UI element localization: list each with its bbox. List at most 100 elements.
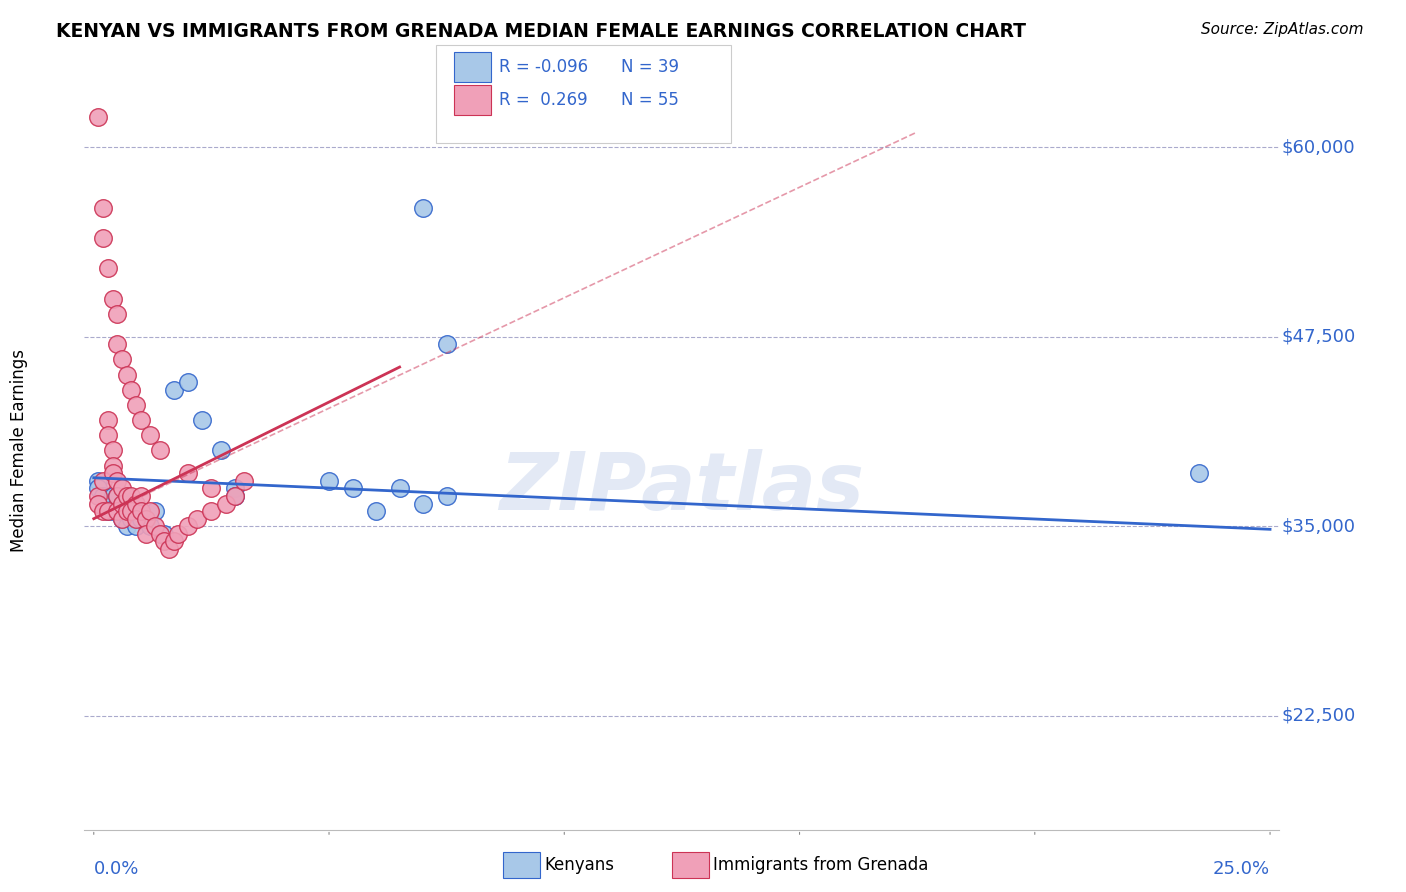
Point [120, 489, 142, 503]
Point [125, 398, 148, 412]
Point [200, 504, 222, 518]
Point [177, 466, 200, 480]
Point [91, 474, 114, 488]
Point [224, 482, 246, 496]
Point [120, 496, 142, 510]
Text: R =  0.269: R = 0.269 [499, 91, 588, 109]
Point [115, 489, 138, 503]
Point [233, 474, 256, 488]
Point [105, 307, 128, 321]
Point [101, 443, 124, 458]
Point [111, 482, 134, 496]
Point [87, 489, 110, 503]
Point [91, 201, 114, 215]
Point [87, 110, 110, 124]
Point [91, 231, 114, 245]
Point [191, 413, 214, 427]
Point [87, 474, 110, 488]
Text: $35,000: $35,000 [1282, 517, 1355, 535]
Point [97, 413, 120, 427]
Text: 25.0%: 25.0% [1213, 860, 1270, 878]
Point [129, 504, 152, 518]
Point [163, 383, 186, 397]
Point [120, 383, 142, 397]
Text: Immigrants from Grenada: Immigrants from Grenada [713, 856, 928, 874]
Point [129, 413, 152, 427]
Point [153, 534, 176, 549]
Point [101, 292, 124, 306]
Point [143, 504, 166, 518]
Point [436, 337, 458, 351]
Text: R = -0.096: R = -0.096 [499, 58, 588, 76]
Point [318, 474, 340, 488]
Point [115, 519, 138, 533]
Point [412, 496, 434, 510]
Text: N = 39: N = 39 [621, 58, 679, 76]
Text: Kenyans: Kenyans [544, 856, 614, 874]
Point [115, 368, 138, 382]
Point [412, 201, 434, 215]
Point [97, 504, 120, 518]
Text: 0.0%: 0.0% [94, 860, 139, 878]
Point [342, 482, 364, 496]
Point [139, 428, 162, 442]
Point [209, 443, 232, 458]
Point [157, 541, 180, 557]
Point [129, 489, 152, 503]
Point [91, 489, 114, 503]
Point [97, 504, 120, 518]
Point [177, 375, 200, 389]
Point [91, 504, 114, 518]
Point [224, 489, 246, 503]
Text: N = 55: N = 55 [621, 91, 679, 109]
Point [163, 534, 186, 549]
Point [97, 428, 120, 442]
Point [125, 519, 148, 533]
Point [115, 504, 138, 518]
Text: $47,500: $47,500 [1282, 327, 1357, 346]
Point [101, 466, 124, 480]
Point [105, 504, 128, 518]
Point [200, 482, 222, 496]
Point [139, 504, 162, 518]
Point [1188, 466, 1211, 480]
Point [186, 511, 208, 525]
Text: ZIPatlas: ZIPatlas [499, 450, 865, 527]
Point [153, 526, 176, 541]
Point [111, 496, 134, 510]
Point [149, 443, 172, 458]
Point [129, 504, 152, 518]
Point [129, 846, 152, 860]
Point [129, 511, 152, 525]
Point [111, 511, 134, 525]
Point [101, 489, 124, 503]
Point [111, 496, 134, 510]
Point [125, 511, 148, 525]
Point [111, 511, 134, 525]
Point [135, 511, 157, 525]
Point [97, 496, 120, 510]
Text: Median Female Earnings: Median Female Earnings [10, 349, 28, 552]
Point [120, 504, 142, 518]
Point [101, 504, 124, 518]
Point [87, 482, 110, 496]
Point [167, 526, 190, 541]
Text: $22,500: $22,500 [1282, 706, 1357, 725]
Point [125, 496, 148, 510]
Point [120, 511, 142, 525]
Point [139, 519, 162, 533]
Point [364, 504, 387, 518]
Point [105, 496, 128, 510]
Point [105, 489, 128, 503]
Point [105, 474, 128, 488]
Text: KENYAN VS IMMIGRANTS FROM GRENADA MEDIAN FEMALE EARNINGS CORRELATION CHART: KENYAN VS IMMIGRANTS FROM GRENADA MEDIAN… [56, 22, 1026, 41]
Point [135, 526, 157, 541]
Point [177, 519, 200, 533]
Point [101, 458, 124, 473]
Point [149, 526, 172, 541]
Point [143, 519, 166, 533]
Point [115, 504, 138, 518]
Point [125, 504, 148, 518]
Text: $60,000: $60,000 [1282, 138, 1355, 156]
Point [436, 489, 458, 503]
